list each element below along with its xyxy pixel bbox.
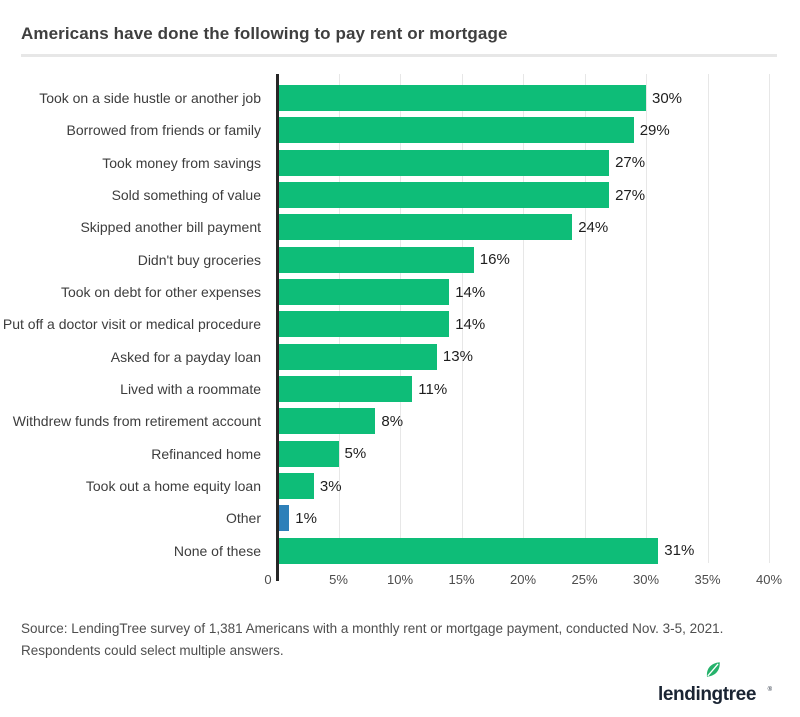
x-tick-10pct: 10% (386, 572, 414, 587)
lendingtree-logo: lendingtree ® (658, 661, 772, 709)
bar-row: Didn't buy groceries 16% (0, 244, 800, 276)
bar (277, 149, 610, 176)
gridline-15 (461, 74, 463, 563)
bar (277, 505, 290, 532)
bar-value-label: 30% (652, 89, 683, 107)
category-label: Sold something of value (111, 187, 261, 204)
bar (277, 117, 634, 144)
category-label: Took on a side hustle or another job (39, 90, 261, 107)
bar-value-label: 14% (455, 283, 486, 301)
gridline-35 (707, 74, 709, 563)
bar-row: Took out a home equity loan 3% (0, 470, 800, 502)
bar (277, 311, 450, 338)
gridline-20 (523, 74, 524, 563)
bar-row: Borrowed from friends or family 29% (0, 114, 800, 146)
bar (277, 343, 437, 370)
source-line-1: Source: LendingTree survey of 1,381 Amer… (21, 621, 724, 636)
category-label: Lived with a roommate (120, 381, 261, 398)
bar-row: Refinanced home 5% (0, 438, 800, 470)
bar (277, 376, 413, 403)
logo-registered-mark: ® (767, 687, 772, 693)
category-label: Borrowed from friends or family (66, 122, 261, 139)
bar-value-label: 14% (455, 315, 486, 333)
category-label: Other (225, 510, 261, 527)
category-label: Refinanced home (151, 445, 261, 462)
y-axis-line (276, 74, 279, 581)
bar-row: None of these 31% (0, 535, 800, 567)
gridline-25 (584, 74, 586, 563)
bar (277, 440, 339, 467)
bar (277, 246, 474, 273)
bar-row: Other 1% (0, 502, 800, 534)
x-tick-25pct: 25% (571, 572, 598, 587)
x-tick-15pct: 15% (448, 572, 475, 587)
bar (277, 182, 610, 209)
category-label: Withdrew funds from retirement account (12, 413, 261, 430)
x-tick-40pct: 40% (755, 572, 783, 587)
bar-value-label: 3% (319, 477, 342, 495)
x-tick-20pct: 20% (509, 572, 537, 587)
category-label: Took on debt for other expenses (60, 284, 261, 301)
source-line-2: Respondents could select multiple answer… (21, 643, 284, 658)
title-divider (21, 54, 777, 57)
bar-value-label: 11% (418, 380, 448, 398)
gridline-40 (769, 74, 770, 563)
bar-row: Took money from savings 27% (0, 147, 800, 179)
chart-title: Americans have done the following to pay… (21, 24, 508, 43)
category-label: Took money from savings (102, 154, 261, 171)
bar (277, 473, 314, 500)
bar-value-label: 1% (295, 509, 317, 527)
bar-value-label: 27% (615, 154, 646, 172)
bar (277, 537, 659, 564)
x-tick-30pct: 30% (632, 572, 660, 587)
category-label: Took out a home equity loan (85, 478, 261, 495)
bar (277, 214, 573, 241)
bar-row: Skipped another bill payment 24% (0, 211, 800, 243)
bar-value-label: 31% (664, 542, 695, 560)
bar-value-label: 27% (615, 186, 646, 204)
bar-chart: Took on a side hustle or another job 30% B… (0, 74, 800, 588)
bar (277, 279, 450, 306)
bar (277, 408, 376, 435)
bar-value-label: 13% (442, 348, 473, 366)
bar-rows: Took on a side hustle or another job 30% B… (0, 82, 800, 567)
gridline-30 (646, 74, 647, 563)
bar-row: Sold something of value 27% (0, 179, 800, 211)
category-label: Asked for a payday loan (110, 348, 261, 365)
x-axis: 0 5% 10% 15% 20% 25% 30% 35% 40% (0, 569, 800, 591)
category-label: Skipped another bill payment (80, 219, 261, 236)
bar-value-label: 5% (344, 445, 367, 463)
bar-row: Took on debt for other expenses 14% (0, 276, 800, 308)
bar-row: Put off a doctor visit or medical proced… (0, 308, 800, 340)
category-label: Didn't buy groceries (137, 251, 261, 268)
x-tick-5pct: 5% (329, 572, 348, 587)
bar-row: Lived with a roommate 11% (0, 373, 800, 405)
bar-row: Withdrew funds from retirement account 8% (0, 405, 800, 437)
category-label: Put off a doctor visit or medical proced… (2, 316, 261, 333)
bar-value-label: 29% (639, 121, 670, 139)
logo-text: lendingtree (658, 684, 757, 705)
x-tick-0: 0 (264, 572, 272, 587)
leaf-icon (706, 662, 720, 677)
source-note: Source: LendingTree survey of 1,381 Amer… (21, 618, 760, 662)
bar-value-label: 24% (578, 218, 609, 236)
bar-row: Asked for a payday loan 13% (0, 341, 800, 373)
bar-value-label: 16% (479, 251, 510, 269)
bar (277, 85, 646, 112)
x-tick-35pct: 35% (694, 572, 721, 587)
category-label: None of these (173, 542, 261, 559)
bar-row: Took on a side hustle or another job 30% (0, 82, 800, 114)
bar-value-label: 8% (381, 412, 404, 430)
